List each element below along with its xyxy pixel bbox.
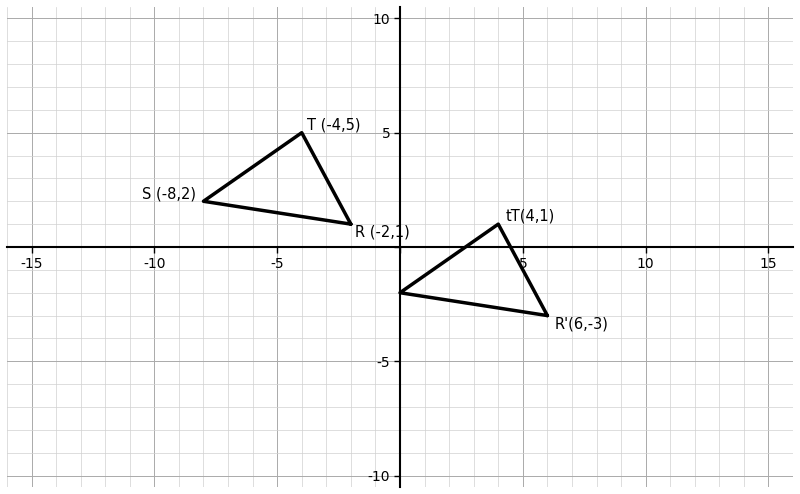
- Text: S (-8,2): S (-8,2): [142, 187, 196, 202]
- Text: R (-2,1): R (-2,1): [354, 225, 410, 240]
- Text: T (-4,5): T (-4,5): [306, 117, 360, 132]
- Text: R'(6,-3): R'(6,-3): [554, 316, 609, 331]
- Text: tT(4,1): tT(4,1): [506, 208, 555, 224]
